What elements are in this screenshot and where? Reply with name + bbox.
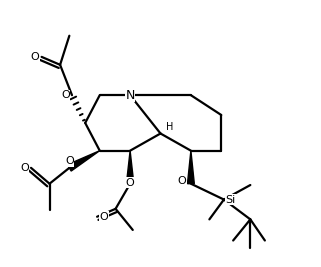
Text: O: O — [30, 52, 39, 62]
Text: O: O — [65, 156, 74, 166]
Text: O: O — [20, 163, 29, 173]
Text: O: O — [177, 176, 186, 186]
Polygon shape — [126, 151, 134, 184]
Text: H: H — [166, 122, 173, 132]
Text: O: O — [61, 90, 70, 100]
Text: Si: Si — [225, 195, 236, 205]
Text: N: N — [126, 89, 135, 102]
Text: O: O — [126, 178, 134, 188]
Text: O: O — [99, 212, 108, 222]
Polygon shape — [187, 151, 194, 184]
Polygon shape — [67, 151, 100, 171]
